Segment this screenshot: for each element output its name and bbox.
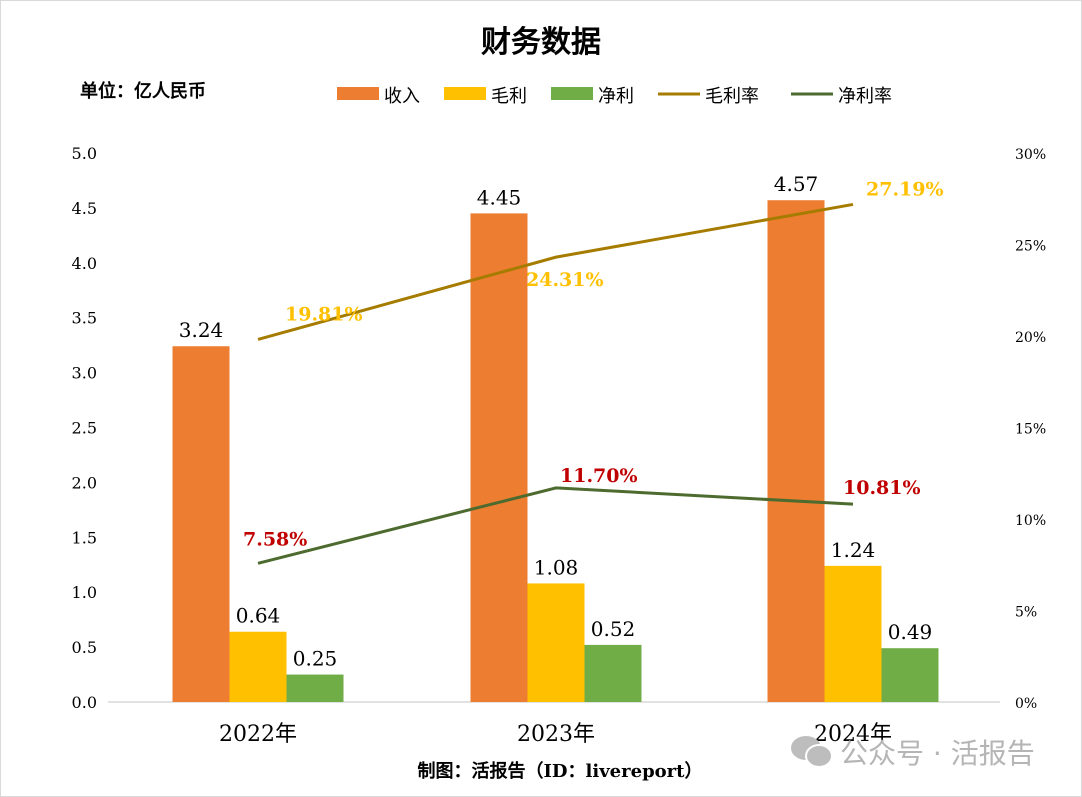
line-data-label: 24.31% xyxy=(526,269,604,291)
bar-收入 xyxy=(767,200,825,703)
y-right-tick: 0% xyxy=(1015,696,1037,712)
legend-label: 毛利率 xyxy=(705,86,759,107)
bar-data-label: 0.49 xyxy=(888,620,933,644)
line-data-label: 7.58% xyxy=(243,528,307,550)
line-毛利率 xyxy=(257,202,854,341)
watermark-text: 公众号 · 活报告 xyxy=(840,737,1035,770)
y-left-tick: 1.5 xyxy=(72,528,97,547)
legend-swatch-净利 xyxy=(551,87,593,100)
bar-毛利 xyxy=(824,565,882,702)
bar-data-label: 0.52 xyxy=(591,617,636,641)
y-left-tick: 1.0 xyxy=(72,583,97,602)
y-right-tick: 30% xyxy=(1015,147,1046,163)
y-left-tick: 5.0 xyxy=(72,144,97,163)
y-left-tick: 4.0 xyxy=(72,254,97,273)
x-tick-label: 2023年 xyxy=(517,722,595,747)
unit-label: 单位：亿人民币 xyxy=(80,80,206,102)
bar-收入 xyxy=(172,346,230,702)
line-data-label: 27.19% xyxy=(866,178,944,200)
y-left-tick: 0.5 xyxy=(72,638,97,657)
bar-data-label: 0.64 xyxy=(236,604,281,628)
wechat-icon xyxy=(791,736,833,768)
y-left-tick: 2.5 xyxy=(72,419,97,438)
line-data-label: 19.81% xyxy=(285,303,363,325)
bar-data-label: 1.08 xyxy=(534,555,579,579)
source-label: 制图：活报告（ID：livereport） xyxy=(418,760,703,782)
bar-净利 xyxy=(881,648,939,702)
bar-data-label: 3.24 xyxy=(179,318,224,342)
watermark: 公众号 · 活报告 xyxy=(790,732,1035,772)
legend-label: 收入 xyxy=(384,86,420,107)
bar-data-label: 0.25 xyxy=(293,647,338,671)
line-data-label: 11.70% xyxy=(560,465,638,487)
y-left-tick: 4.5 xyxy=(72,199,97,218)
legend-label: 净利 xyxy=(598,86,634,107)
y-right-tick: 5% xyxy=(1015,605,1037,621)
y-right-tick: 10% xyxy=(1015,513,1046,529)
chart-title: 财务数据 xyxy=(481,25,601,60)
y-left-tick: 0.0 xyxy=(72,693,97,712)
y-right-tick: 25% xyxy=(1015,239,1046,255)
x-tick-label: 2024年 xyxy=(814,722,892,747)
legend-swatch-收入 xyxy=(337,87,379,100)
bar-毛利 xyxy=(229,631,287,702)
line-净利率 xyxy=(257,486,854,565)
bar-毛利 xyxy=(527,583,585,702)
legend-swatch-毛利 xyxy=(444,87,486,100)
y-right-tick: 20% xyxy=(1015,330,1046,346)
y-left-tick: 3.0 xyxy=(72,364,97,383)
bar-data-label: 1.24 xyxy=(831,538,876,562)
bar-净利 xyxy=(286,674,344,702)
bar-收入 xyxy=(470,213,528,702)
bar-data-label: 4.57 xyxy=(774,172,819,196)
legend-label: 净利率 xyxy=(838,86,892,107)
bar-净利 xyxy=(584,644,642,702)
y-right-tick: 15% xyxy=(1015,422,1046,438)
line-data-label: 10.81% xyxy=(843,477,921,499)
legend-label: 毛利 xyxy=(491,86,527,107)
x-tick-label: 2022年 xyxy=(219,722,297,747)
y-left-tick: 2.0 xyxy=(72,473,97,492)
y-left-tick: 3.5 xyxy=(72,309,97,328)
bar-data-label: 4.45 xyxy=(477,185,522,209)
